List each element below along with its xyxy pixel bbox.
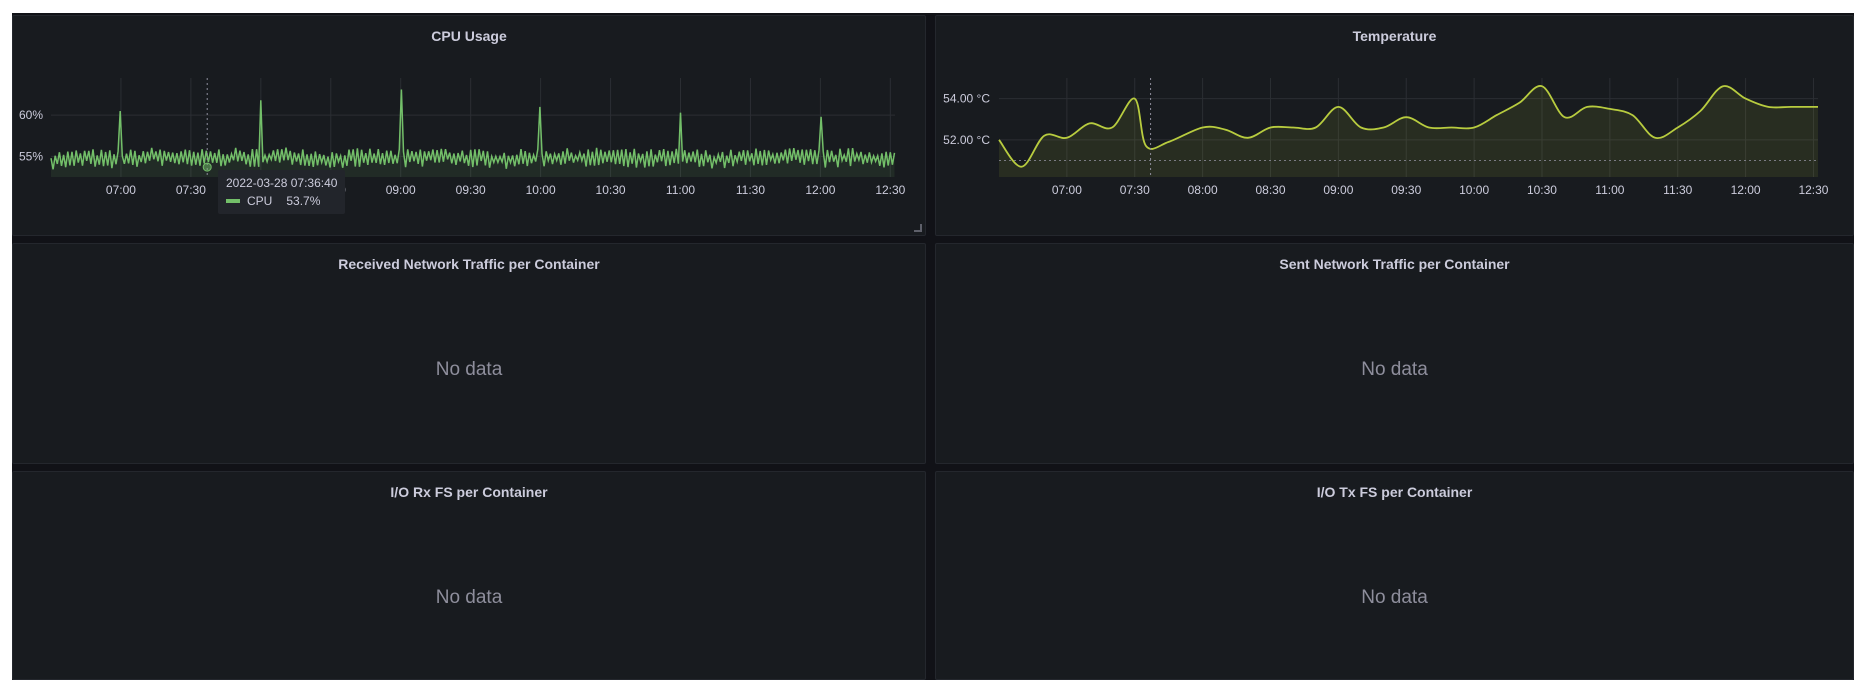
x-tick-label: 11:30 <box>736 183 765 197</box>
x-tick-label: 11:00 <box>666 183 695 197</box>
x-tick-label: 07:30 <box>1120 183 1150 197</box>
x-tick-label: 12:00 <box>805 183 835 197</box>
x-tick-label: 12:30 <box>1798 183 1828 197</box>
tooltip-series: CPU <box>247 194 273 208</box>
x-tick-label: 11:00 <box>1595 183 1624 197</box>
hover-point <box>202 162 212 172</box>
x-tick-label: 08:00 <box>1188 183 1218 197</box>
cpu-usage-chart[interactable]: 07:0007:3008:0008:3009:0009:3010:0010:30… <box>13 16 927 237</box>
x-tick-label: 10:00 <box>526 183 556 197</box>
panel-title[interactable]: Received Network Traffic per Container <box>338 256 600 272</box>
no-data-message: No data <box>1361 587 1428 608</box>
y-tick-label: 55% <box>19 149 43 163</box>
x-tick-label: 07:00 <box>1052 183 1082 197</box>
resize-handle-icon[interactable] <box>914 224 922 232</box>
series-line-temperature <box>998 85 1818 168</box>
x-tick-label: 12:00 <box>1731 183 1761 197</box>
x-tick-label: 10:30 <box>596 183 626 197</box>
panel-sent-network-traffic[interactable]: Sent Network Traffic per Container No da… <box>935 243 1854 464</box>
y-tick-label: 60% <box>19 108 43 122</box>
x-tick-label: 12:30 <box>875 183 905 197</box>
x-tick-label: 07:30 <box>176 183 206 197</box>
x-tick-label: 09:00 <box>1323 183 1353 197</box>
no-data-message: No data <box>435 587 503 608</box>
panel-title[interactable]: Sent Network Traffic per Container <box>1279 256 1510 272</box>
temperature-area-fill <box>999 85 1818 177</box>
y-tick-label: 52.00 °C <box>943 133 990 147</box>
x-tick-label: 09:30 <box>1391 183 1421 197</box>
x-tick-label: 10:00 <box>1459 183 1489 197</box>
panel-received-network-traffic[interactable]: Received Network Traffic per Container N… <box>12 243 926 464</box>
panel-io-tx-fs[interactable]: I/O Tx FS per Container No data <box>935 471 1854 680</box>
temperature-chart[interactable]: 07:00 07:30 08:00 08:30 09:00 09:30 10:00 10:30… <box>936 16 1855 237</box>
x-tick-label: 10:30 <box>1527 183 1557 197</box>
legend-swatch <box>226 199 240 203</box>
x-tick-label: 07:00 <box>106 183 136 197</box>
panel-temperature[interactable]: Temperature 07:00 07:30 08:00 08:30 09:00 09:… <box>935 15 1854 236</box>
no-data-message: No data <box>1361 359 1428 380</box>
x-tick-label: 08:30 <box>1255 183 1285 197</box>
tooltip-time: 2022-03-28 07:36:40 <box>226 176 338 190</box>
panel-title[interactable]: I/O Tx FS per Container <box>1316 484 1473 500</box>
panel-title[interactable]: Temperature <box>1352 28 1437 44</box>
tooltip-value: 53.7% <box>286 194 321 208</box>
series-line-cpu <box>50 89 896 170</box>
dashboard-grid: CPU Usage 07:00 07:30 08:00 08:30 09:00 09:30… <box>12 13 1854 680</box>
panel-title[interactable]: I/O Rx FS per Container <box>390 484 548 500</box>
x-tick-label: 09:30 <box>456 183 486 197</box>
y-tick-label: 54.00 °C <box>943 92 990 106</box>
chart-tooltip: 2022-03-28 07:36:40 CPU 53.7% <box>218 170 346 214</box>
x-tick-label: 11:30 <box>1663 183 1692 197</box>
panel-title[interactable]: CPU Usage <box>431 28 507 44</box>
cpu-area-fill <box>51 89 895 177</box>
panel-cpu-usage[interactable]: CPU Usage 07:0007:3008:0008:3009:0009:30… <box>12 15 926 236</box>
panel-io-rx-fs[interactable]: I/O Rx FS per Container No data <box>12 471 926 680</box>
x-tick-label: 09:00 <box>386 183 416 197</box>
no-data-message: No data <box>435 359 503 380</box>
